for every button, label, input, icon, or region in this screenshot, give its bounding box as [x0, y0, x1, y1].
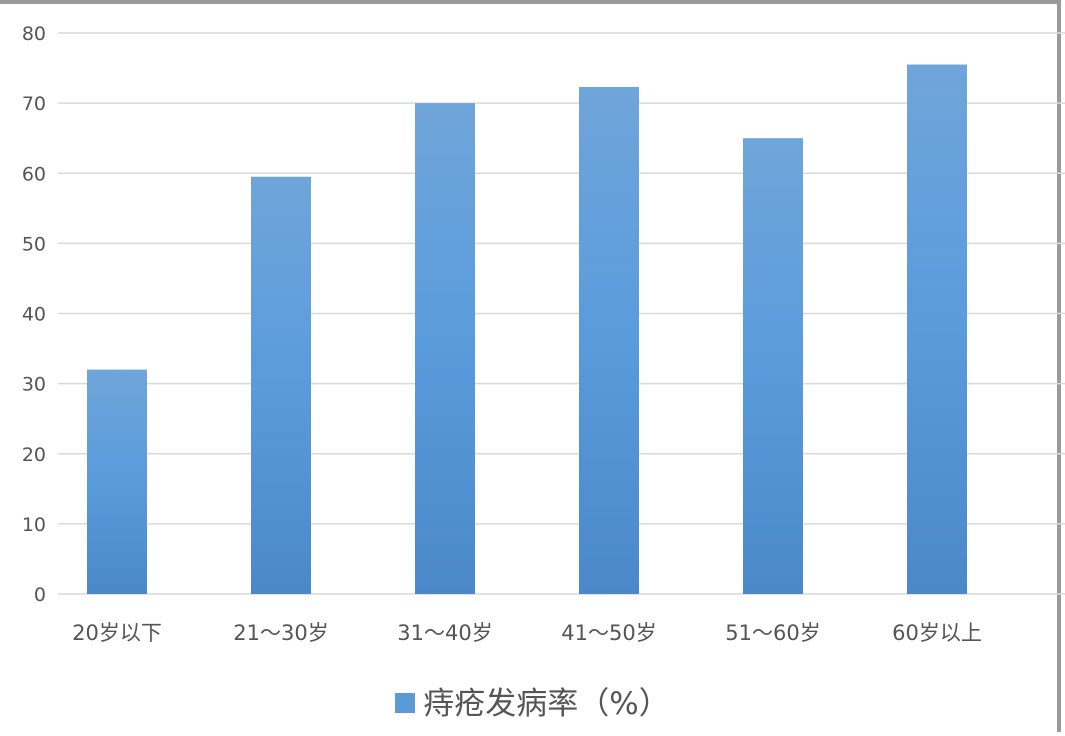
bar — [907, 64, 967, 594]
y-tick-label: 70 — [22, 93, 46, 115]
bar — [579, 86, 639, 594]
y-tick-label: 40 — [22, 304, 46, 326]
y-tick-label: 30 — [22, 374, 46, 396]
x-tick-label: 41～50岁 — [561, 621, 656, 645]
y-tick-label: 80 — [22, 23, 46, 45]
x-tick-label: 51～60岁 — [725, 621, 820, 645]
y-tick-label: 50 — [22, 233, 46, 255]
legend: 痔疮发病率（%） — [0, 678, 1065, 723]
y-tick-label: 0 — [34, 584, 46, 606]
y-tick-label: 10 — [22, 514, 46, 536]
legend-label: 痔疮发病率（%） — [423, 686, 670, 722]
bar — [415, 103, 475, 594]
x-tick-label: 21～30岁 — [233, 621, 328, 645]
x-tick-label: 31～40岁 — [397, 621, 492, 645]
x-tick-label: 20岁以下 — [72, 621, 162, 645]
x-tick-label: 60岁以上 — [892, 621, 982, 645]
bar — [87, 369, 147, 594]
legend-swatch — [395, 692, 416, 713]
bar — [743, 138, 803, 594]
y-tick-label: 60 — [22, 163, 46, 185]
y-tick-label: 20 — [22, 444, 46, 466]
bar — [251, 176, 311, 594]
